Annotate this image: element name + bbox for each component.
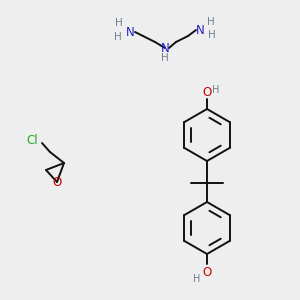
Text: H: H [208,30,216,40]
Text: H: H [115,18,123,28]
Text: N: N [126,26,134,38]
Text: O: O [202,85,211,98]
Text: H: H [161,53,169,63]
Text: N: N [160,41,169,55]
Text: H: H [114,32,122,42]
Text: Cl: Cl [26,134,38,146]
Text: H: H [193,274,201,284]
Text: O: O [52,176,62,190]
Text: H: H [207,17,215,27]
Text: O: O [202,266,211,278]
Text: N: N [196,23,204,37]
Text: H: H [212,85,220,95]
